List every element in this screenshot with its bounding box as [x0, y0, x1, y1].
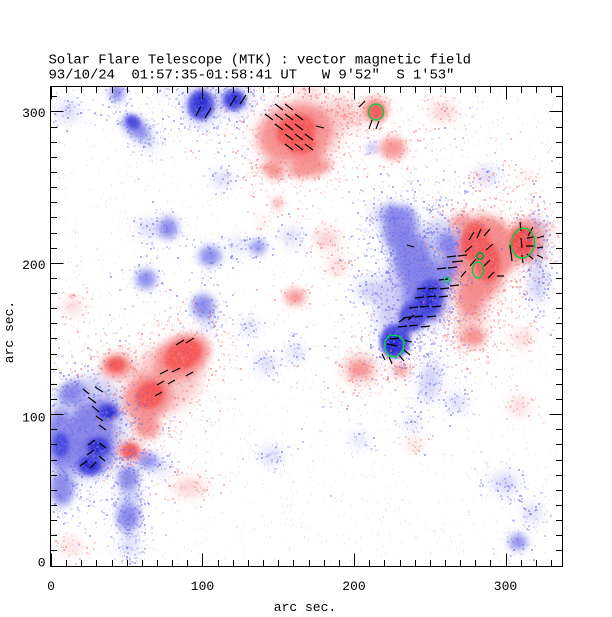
svg-text:93/10/24 01:57:35-01:58:41 UT: 93/10/24 01:57:35-01:58:41 UT W 9'52" S … — [49, 68, 455, 84]
svg-text:0: 0 — [38, 556, 46, 571]
svg-text:100: 100 — [191, 579, 214, 594]
svg-text:Solar Flare Telescope (MTK) :: Solar Flare Telescope (MTK) : vector mag… — [49, 53, 471, 69]
svg-text:300: 300 — [494, 579, 517, 594]
svg-text:300: 300 — [22, 106, 45, 121]
svg-text:arc sec.: arc sec. — [2, 301, 17, 363]
svg-text:arc sec.: arc sec. — [274, 600, 336, 615]
svg-text:200: 200 — [342, 579, 365, 594]
svg-text:200: 200 — [22, 258, 45, 273]
svg-text:100: 100 — [22, 411, 45, 426]
svg-text:0: 0 — [47, 579, 55, 594]
